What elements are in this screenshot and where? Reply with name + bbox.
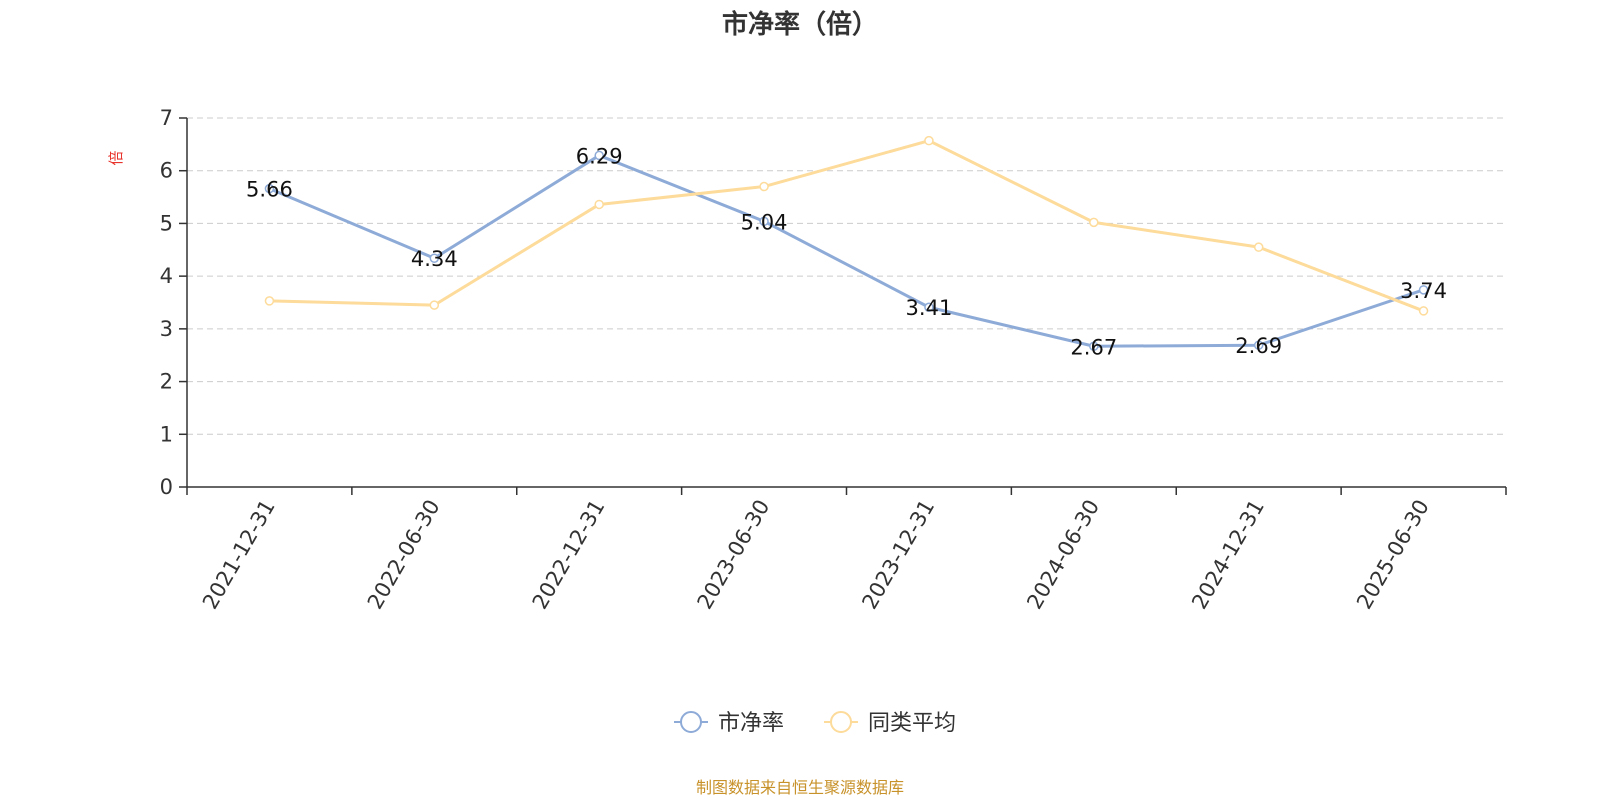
- data-label: 2.67: [1070, 335, 1117, 359]
- legend-label: 市净率: [718, 711, 784, 736]
- data-label: 5.66: [246, 178, 293, 202]
- pb-ratio-point: [1253, 340, 1264, 350]
- y-tick-label: 1: [160, 422, 173, 446]
- data-label: 2.69: [1235, 334, 1282, 358]
- x-tick-label: 2023-12-31: [857, 496, 939, 614]
- data-label: 5.04: [741, 210, 788, 234]
- legend-marker: [830, 711, 852, 733]
- y-axis-unit-label: 倍: [107, 150, 125, 165]
- pb-ratio-point: [264, 183, 275, 194]
- peer-average-point: [759, 181, 769, 192]
- legend-item-pb-ratio: 市净率: [674, 711, 784, 736]
- peer-average-point: [594, 199, 604, 210]
- data-label: 3.74: [1400, 279, 1447, 303]
- legend: 市净率 同类平均: [674, 711, 956, 736]
- y-tick-label: 6: [160, 159, 173, 183]
- x-tick-label: 2022-06-30: [363, 496, 445, 614]
- axes: 0 1 2 3 4 5 6 7 倍 2021-12-31 2022-06-30 2022-12-31 2…: [107, 106, 1507, 614]
- x-tick-label: 2024-06-30: [1022, 496, 1104, 614]
- pb-ratio-point: [429, 253, 440, 263]
- peer-average-point: [1089, 217, 1099, 228]
- x-tick-label: 2021-12-31: [198, 496, 280, 614]
- pb-ratio-point: [1418, 285, 1429, 295]
- pb-ratio-line: [268, 153, 1425, 348]
- peer-average-line: [269, 139, 1425, 313]
- y-tick-label: 2: [160, 370, 173, 394]
- peer-average-point: [924, 135, 934, 146]
- y-tick-label: 3: [160, 317, 173, 341]
- legend-marker: [680, 711, 702, 733]
- x-tick-label: 2024-12-31: [1187, 496, 1269, 614]
- pb-ratio-point: [924, 302, 934, 312]
- pb-ratio-point: [1089, 341, 1099, 352]
- chart-title: 市净率（倍）: [721, 10, 878, 40]
- data-labels: 5.66 4.34 6.29 5.04 3.41 2.67 2.69 3.74: [246, 144, 1447, 359]
- pb-ratio-point: [759, 216, 769, 227]
- series-lines: [264, 135, 1429, 352]
- data-label: 6.29: [576, 144, 623, 168]
- peer-average-point: [264, 296, 275, 306]
- y-tick-label: 0: [160, 475, 173, 499]
- peer-average-point: [1418, 306, 1429, 316]
- source-footer: 制图数据来自恒生聚源数据库: [695, 778, 904, 797]
- legend-item-peer-average: 同类平均: [824, 711, 956, 736]
- y-tick-label: 4: [160, 264, 173, 288]
- x-tick-label: 2022-12-31: [528, 496, 610, 614]
- x-tick-label: 2023-06-30: [693, 496, 775, 614]
- y-tick-label: 7: [160, 106, 173, 130]
- data-label: 3.41: [906, 296, 953, 320]
- peer-average-point: [1253, 242, 1264, 252]
- legend-label: 同类平均: [868, 711, 956, 736]
- x-tick-label: 2025-06-30: [1352, 496, 1434, 614]
- grid-lines: [187, 117, 1506, 435]
- pb-ratio-point: [594, 150, 604, 161]
- y-tick-label: 5: [160, 211, 173, 235]
- peer-average-point: [429, 300, 440, 310]
- data-label: 4.34: [411, 247, 458, 271]
